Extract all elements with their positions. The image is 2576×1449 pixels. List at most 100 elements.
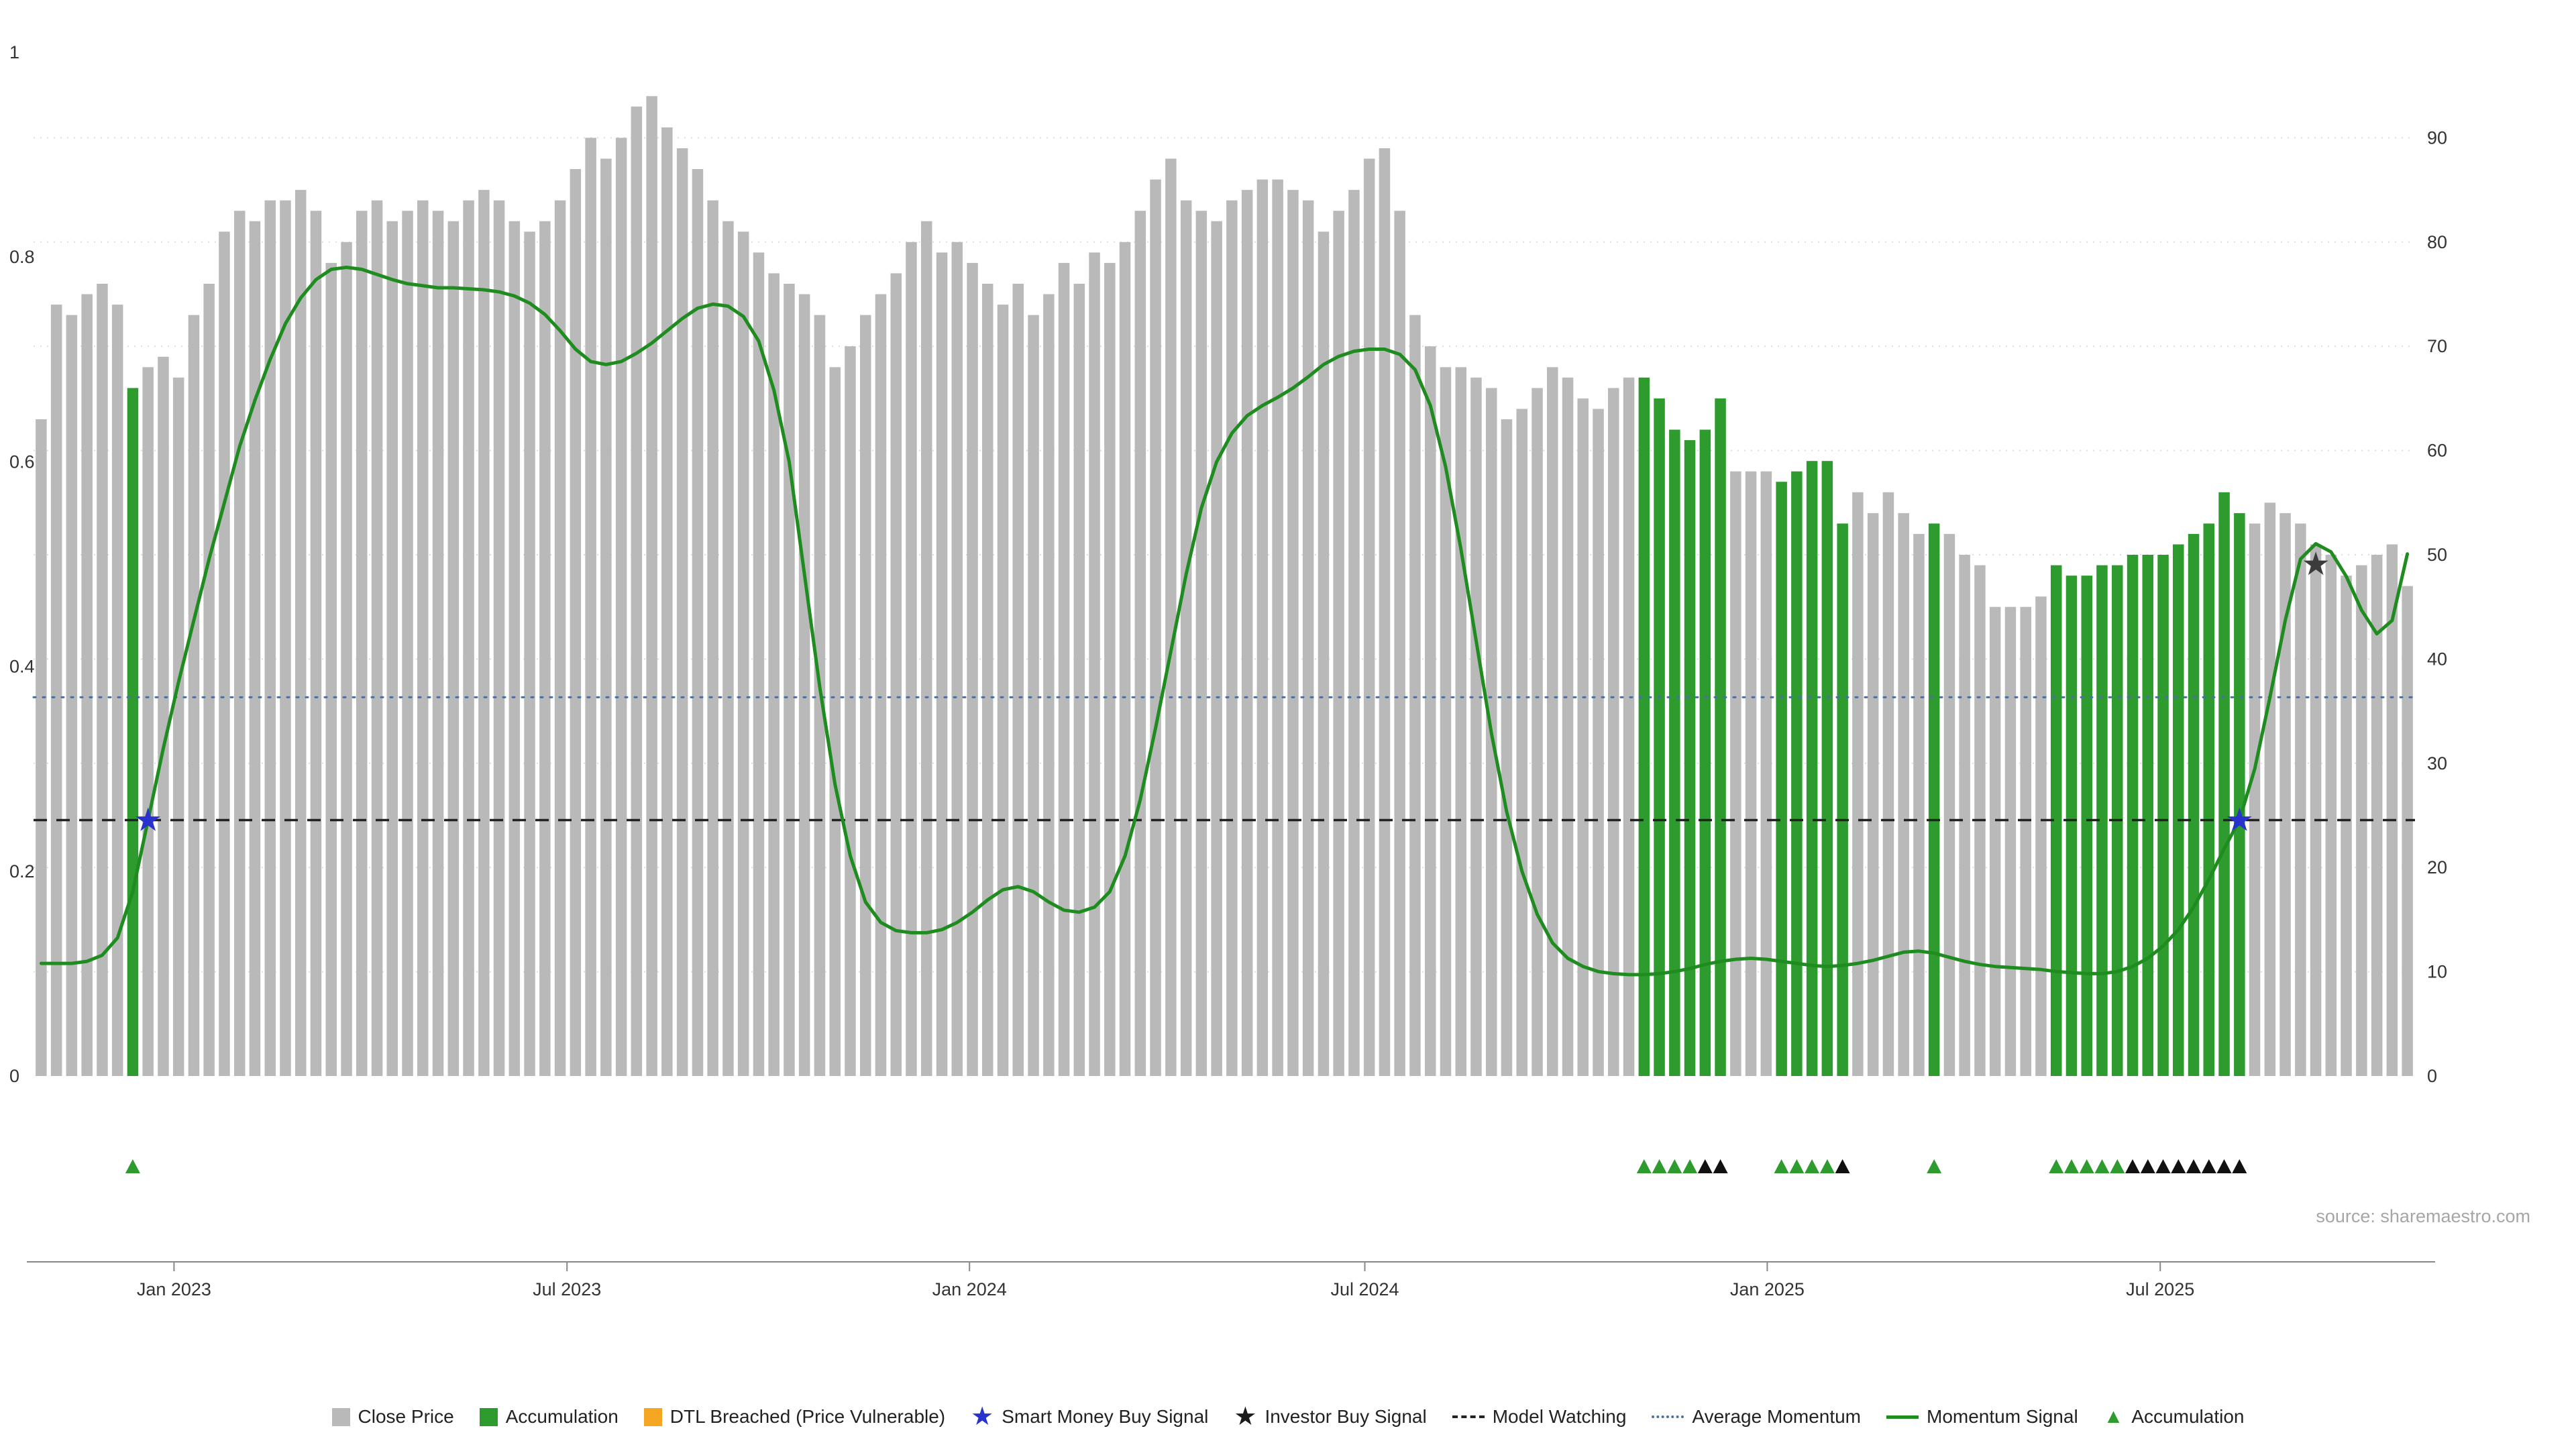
close-price-bar[interactable] xyxy=(1165,158,1177,1077)
accumulation-bar[interactable] xyxy=(1806,461,1818,1076)
close-price-bar[interactable] xyxy=(493,200,505,1077)
close-price-bar[interactable] xyxy=(784,284,795,1076)
close-price-bar[interactable] xyxy=(845,346,856,1077)
close-price-bar[interactable] xyxy=(1409,315,1421,1077)
close-price-bar[interactable] xyxy=(1333,211,1344,1077)
accumulation-bar[interactable] xyxy=(2127,555,2139,1076)
close-price-bar[interactable] xyxy=(1882,492,1894,1076)
close-price-bar[interactable] xyxy=(1272,179,1283,1077)
close-price-bar[interactable] xyxy=(906,241,917,1076)
close-price-bar[interactable] xyxy=(264,200,276,1077)
close-price-bar[interactable] xyxy=(798,294,810,1077)
accumulation-bar[interactable] xyxy=(1638,377,1650,1076)
accumulation-bar[interactable] xyxy=(1776,482,1787,1076)
close-price-bar[interactable] xyxy=(295,190,307,1077)
close-price-bar[interactable] xyxy=(1073,284,1085,1076)
close-price-bar[interactable] xyxy=(1913,533,1925,1076)
close-price-bar[interactable] xyxy=(203,284,215,1076)
close-price-bar[interactable] xyxy=(1516,409,1528,1077)
close-price-bar[interactable] xyxy=(447,221,460,1077)
close-price-bar[interactable] xyxy=(829,367,841,1076)
legend-item-accumulation-1[interactable]: Accumulation xyxy=(479,1406,619,1428)
close-price-bar[interactable] xyxy=(646,96,657,1076)
close-price-bar[interactable] xyxy=(2341,576,2352,1076)
close-price-bar[interactable] xyxy=(1150,179,1161,1077)
legend-item-smart-money-buy-signal-3[interactable]: ★ Smart Money Buy Signal xyxy=(971,1404,1208,1430)
legend-item-model-watching-5[interactable]: Model Watching xyxy=(1452,1406,1626,1428)
close-price-bar[interactable] xyxy=(142,367,154,1076)
close-price-bar[interactable] xyxy=(1394,211,1405,1077)
accumulation-bar[interactable] xyxy=(1669,429,1680,1077)
investor-buy-signal-star[interactable]: ★ xyxy=(2302,547,2330,582)
accumulation-bar[interactable] xyxy=(2065,576,2078,1076)
close-price-bar[interactable] xyxy=(1256,179,1269,1077)
close-price-bar[interactable] xyxy=(753,252,765,1076)
legend-item-close-price-0[interactable]: Close Price xyxy=(331,1406,454,1428)
accumulation-bar[interactable] xyxy=(1699,429,1711,1077)
accumulation-bar[interactable] xyxy=(1791,471,1803,1076)
close-price-bar[interactable] xyxy=(967,262,978,1076)
close-price-bar[interactable] xyxy=(2402,586,2413,1076)
close-price-bar[interactable] xyxy=(249,221,261,1077)
close-price-bar[interactable] xyxy=(875,294,887,1077)
close-price-bar[interactable] xyxy=(36,419,47,1076)
close-price-bar[interactable] xyxy=(768,273,780,1076)
accumulation-bar[interactable] xyxy=(2188,533,2200,1076)
accumulation-bar[interactable] xyxy=(2081,576,2093,1076)
close-price-bar[interactable] xyxy=(1119,241,1131,1076)
legend-item-accumulation-8[interactable]: ▲ Accumulation xyxy=(2104,1406,2245,1428)
close-price-bar[interactable] xyxy=(1302,200,1314,1077)
close-price-bar[interactable] xyxy=(2295,523,2306,1076)
close-price-bar[interactable] xyxy=(1440,367,1452,1076)
close-price-bar[interactable] xyxy=(1318,231,1330,1076)
close-price-bar[interactable] xyxy=(188,315,200,1077)
accumulation-bar[interactable] xyxy=(2173,544,2184,1077)
close-price-bar[interactable] xyxy=(1867,513,1879,1076)
close-price-bar[interactable] xyxy=(1058,262,1070,1076)
close-price-bar[interactable] xyxy=(2249,523,2261,1076)
close-price-bar[interactable] xyxy=(1943,533,1955,1076)
close-price-bar[interactable] xyxy=(2325,555,2337,1076)
close-price-bar[interactable] xyxy=(554,200,566,1077)
close-price-bar[interactable] xyxy=(50,305,62,1077)
close-price-bar[interactable] xyxy=(1425,346,1436,1077)
accumulation-bar[interactable] xyxy=(2051,565,2062,1076)
accumulation-bar[interactable] xyxy=(127,388,139,1076)
close-price-bar[interactable] xyxy=(722,221,734,1077)
close-price-bar[interactable] xyxy=(2371,555,2383,1076)
close-price-bar[interactable] xyxy=(1989,606,2001,1076)
close-price-bar[interactable] xyxy=(615,138,627,1076)
close-price-bar[interactable] xyxy=(1028,315,1039,1077)
close-price-bar[interactable] xyxy=(921,221,932,1077)
close-price-bar[interactable] xyxy=(524,231,535,1076)
accumulation-bar[interactable] xyxy=(2142,555,2154,1076)
close-price-bar[interactable] xyxy=(1470,377,1482,1076)
close-price-bar[interactable] xyxy=(310,211,322,1077)
accumulation-bar[interactable] xyxy=(2157,555,2169,1076)
close-price-bar[interactable] xyxy=(280,200,291,1077)
close-price-bar[interactable] xyxy=(1089,252,1100,1076)
close-price-bar[interactable] xyxy=(432,211,444,1077)
close-price-bar[interactable] xyxy=(2264,502,2276,1076)
close-price-bar[interactable] xyxy=(1134,211,1146,1077)
close-price-bar[interactable] xyxy=(1760,471,1772,1076)
close-price-bar[interactable] xyxy=(1379,148,1391,1076)
close-price-bar[interactable] xyxy=(66,315,78,1077)
close-price-bar[interactable] xyxy=(1455,367,1467,1076)
accumulation-bar[interactable] xyxy=(1928,523,1940,1076)
close-price-bar[interactable] xyxy=(2310,544,2322,1077)
accumulation-bar[interactable] xyxy=(1837,523,1848,1076)
legend-item-investor-buy-signal-4[interactable]: ★ Investor Buy Signal xyxy=(1234,1404,1426,1430)
close-price-bar[interactable] xyxy=(1730,471,1741,1076)
close-price-bar[interactable] xyxy=(1012,284,1024,1076)
close-price-bar[interactable] xyxy=(1363,158,1375,1077)
close-price-bar[interactable] xyxy=(158,356,169,1076)
close-price-bar[interactable] xyxy=(402,211,413,1077)
close-price-bar[interactable] xyxy=(676,148,688,1076)
legend-item-dtl-breached-price-vulnerable-2[interactable]: DTL Breached (Price Vulnerable) xyxy=(643,1406,945,1428)
close-price-bar[interactable] xyxy=(997,305,1009,1077)
close-price-bar[interactable] xyxy=(600,158,612,1077)
close-price-bar[interactable] xyxy=(417,200,429,1077)
accumulation-bar[interactable] xyxy=(2218,492,2230,1076)
close-price-bar[interactable] xyxy=(1104,262,1116,1076)
